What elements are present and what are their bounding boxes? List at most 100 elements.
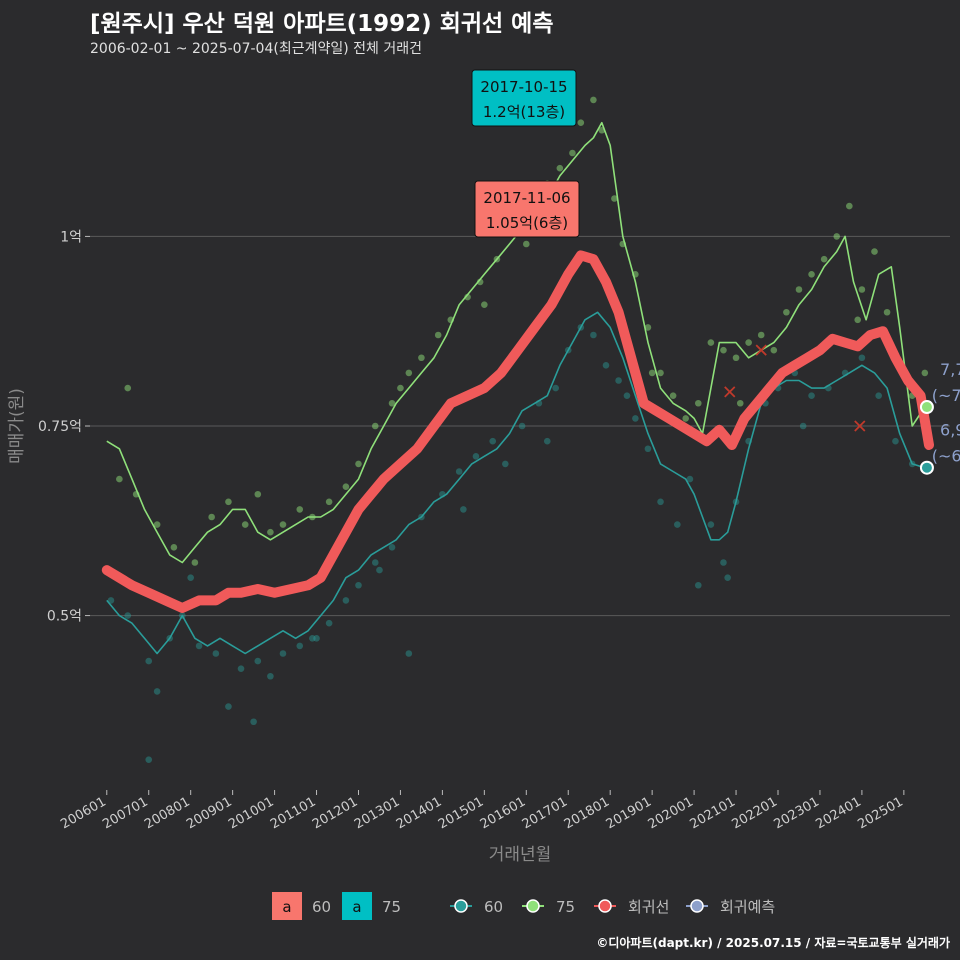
scatter-point-60 <box>694 581 702 589</box>
scatter-point-60 <box>707 521 715 528</box>
x-tick-label: 201601 <box>478 794 528 832</box>
scatter-point-75 <box>921 369 929 377</box>
scatter-point-75 <box>556 164 564 172</box>
x-tick-label: 201701 <box>520 794 570 832</box>
scatter-point-60 <box>212 650 220 657</box>
scatter-point-60 <box>602 362 610 369</box>
scatter-point-75 <box>208 513 215 521</box>
x-tick-label: 201101 <box>268 794 318 832</box>
scatter-point-75 <box>757 331 765 339</box>
chart-subtitle: 2006-02-01 ~ 2025-07-04(최근계약일) 전체 거래건 <box>90 41 422 57</box>
x-tick-label: 200801 <box>142 794 192 832</box>
scatter-point-75 <box>225 498 232 506</box>
scatter-point-60 <box>489 437 497 445</box>
source-caption: ©디아파트(dapt.kr) / 2025.07.15 / 자료=국토교통부 실… <box>596 936 950 950</box>
scatter-point-75 <box>418 354 425 362</box>
scatter-point-60 <box>405 650 413 657</box>
scatter-point-75 <box>397 384 404 392</box>
scatter-point-60 <box>686 475 694 483</box>
scatter-point-60 <box>145 756 153 763</box>
scatter-point-75 <box>745 339 752 346</box>
scatter-point-60 <box>325 619 333 627</box>
scatter-point-75 <box>254 490 262 498</box>
scatter-point-75 <box>355 460 362 468</box>
x-tick-label: 201901 <box>604 794 654 832</box>
scatter-point-75 <box>590 96 597 104</box>
x-tick-label: 201301 <box>352 794 402 832</box>
scatter-point-60 <box>187 574 194 581</box>
scatter-point-60 <box>502 460 509 468</box>
annotation-date: 2017-10-15 <box>480 78 567 96</box>
x-tick-label: 200901 <box>184 794 234 832</box>
scatter-point-75 <box>720 346 727 354</box>
x-tick-label: 202201 <box>730 794 780 832</box>
scatter-point-75 <box>388 399 396 407</box>
scatter-point-60 <box>153 688 161 695</box>
legend-marker <box>526 899 540 913</box>
scatter-point-75 <box>833 233 841 240</box>
legend-swatch <box>272 892 302 920</box>
scatter-point-75 <box>694 399 702 407</box>
scatter-point-75 <box>267 528 274 536</box>
y-axis-title: 매매가(원) <box>7 388 27 464</box>
scatter-point-60 <box>875 392 882 399</box>
x-tick-label: 200601 <box>58 794 108 832</box>
end-area-label: (~60㎡) <box>932 447 960 466</box>
scatter-point-75 <box>569 149 576 157</box>
scatter-point-75 <box>783 308 790 316</box>
legend-swatch <box>342 892 372 920</box>
y-tick-label: 0.75억 <box>38 419 82 435</box>
x-tick-label: 202101 <box>688 794 738 832</box>
scatter-point-60 <box>342 597 350 604</box>
scatter-point-60 <box>644 445 652 453</box>
scatter-point-75 <box>770 346 778 354</box>
annotation-background <box>474 180 580 238</box>
legend-label: 회귀선 <box>628 898 669 916</box>
marker-layer <box>724 344 934 475</box>
scatter-point-60 <box>460 506 467 513</box>
legend-key-line-1: 75 <box>522 898 575 916</box>
legend-marker <box>454 899 468 913</box>
axis-layer: 0.5억 0.75억 1억 20060120070120080120090120100… <box>7 229 906 865</box>
annotation-price: 1.05억(6층) <box>486 214 568 232</box>
annotation-price: 1.2억(13층) <box>483 103 565 121</box>
annotation-box-a60: 2017-11-06 1.05억(6층) <box>474 180 580 238</box>
scatter-point-60 <box>371 559 379 566</box>
scatter-point-60 <box>145 657 153 665</box>
scatter-point-75 <box>279 521 287 528</box>
scatter-point-60 <box>623 392 631 399</box>
scatter-point-60 <box>296 642 304 650</box>
scatter-point-60 <box>674 521 681 528</box>
scatter-point-75 <box>522 240 530 248</box>
legend-key-line-3: 회귀예측 <box>686 898 775 916</box>
scatter-point-75 <box>858 286 866 293</box>
scatter-point-60 <box>313 635 320 642</box>
scatter-point-75 <box>481 301 488 308</box>
scatter-point-75 <box>153 521 161 528</box>
scatter-point-60 <box>543 437 551 445</box>
annotation-date: 2017-11-06 <box>483 189 570 207</box>
y-tick-label: 1억 <box>60 229 82 245</box>
scatter-point-60 <box>858 354 866 362</box>
series-line-60 <box>106 311 926 655</box>
scatter-point-75 <box>371 422 379 430</box>
x-tick-label: 200701 <box>100 794 150 832</box>
legend-swatch-letter: a <box>352 898 361 916</box>
legend-key-label-75: a 75 <box>342 892 401 920</box>
scatter-point-60 <box>309 635 316 642</box>
scatter-point-75 <box>707 339 715 346</box>
legend-key-line-0: 60 <box>450 898 503 916</box>
scatter-point-60 <box>552 384 559 392</box>
scatter-point-60 <box>376 566 383 574</box>
scatter-point-60 <box>472 453 480 460</box>
scatter-point-60 <box>455 468 463 475</box>
x-tick-label: 202301 <box>771 794 821 832</box>
x-tick-label: 201801 <box>562 794 612 832</box>
scatter-point-75 <box>577 119 585 126</box>
scatter-point-75 <box>795 286 803 293</box>
annotation-layer: 7,750 (~75㎡) 6,950 (~60㎡) 2017-11-06 1.05억(6층… <box>471 69 960 466</box>
scatter-point-75 <box>732 354 740 362</box>
chart-title: [원주시] 우산 덕원 아파트(1992) 회귀선 예측 <box>90 11 554 37</box>
scatter-point-75 <box>342 483 350 490</box>
